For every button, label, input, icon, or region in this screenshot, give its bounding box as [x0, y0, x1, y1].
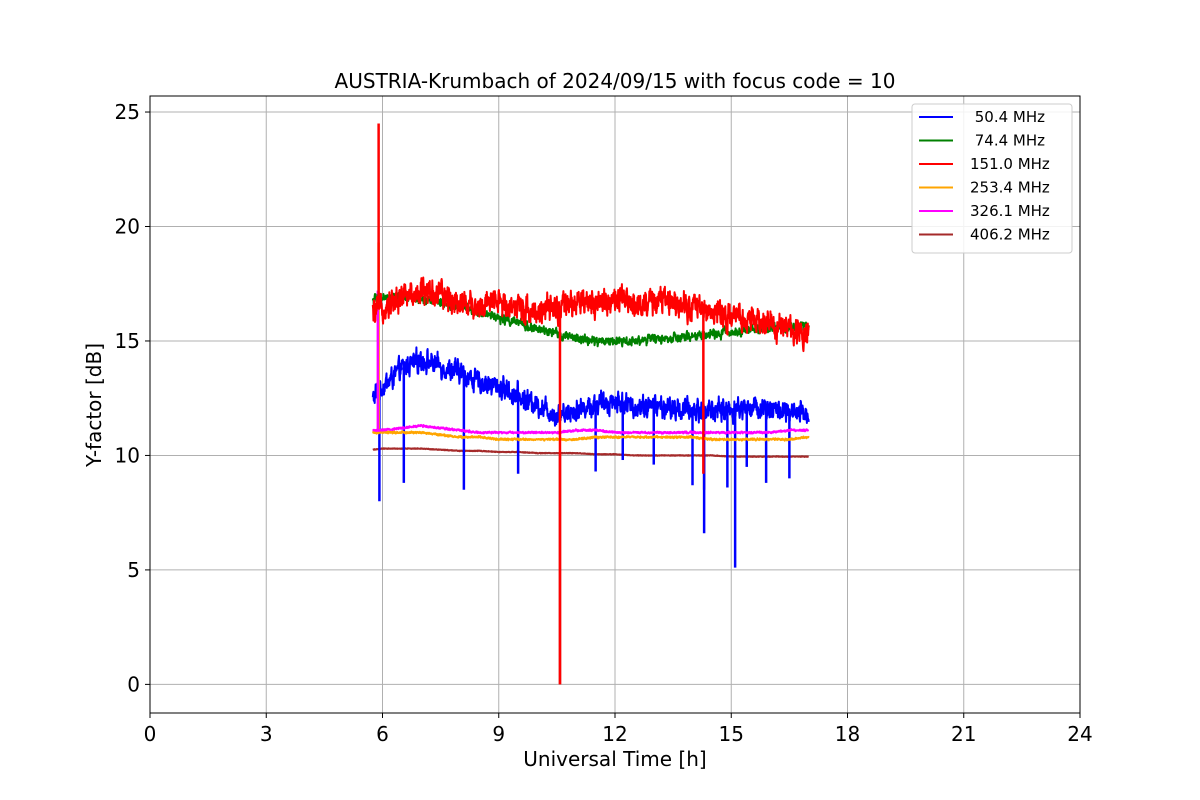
y-axis-label: Y-factor [dB] [82, 343, 106, 468]
legend-label: 253.4 MHz [970, 179, 1050, 197]
series-line [372, 430, 810, 442]
x-tick-label: 15 [719, 722, 744, 746]
series-layer [371, 123, 810, 685]
series-line [371, 276, 810, 353]
series-line [371, 346, 810, 427]
y-tick-label: 0 [127, 672, 140, 696]
legend-label: 151.0 MHz [970, 155, 1050, 173]
legend-label: 406.2 MHz [970, 226, 1050, 244]
x-tick-label: 18 [835, 722, 860, 746]
y-tick-label: 20 [115, 214, 140, 238]
legend-label: 326.1 MHz [970, 202, 1050, 220]
y-tick-label: 25 [115, 100, 140, 124]
series-line [372, 423, 810, 435]
x-tick-label: 0 [144, 722, 157, 746]
chart-title: AUSTRIA-Krumbach of 2024/09/15 with focu… [335, 69, 896, 93]
y-tick-label: 10 [115, 443, 140, 467]
x-tick-label: 6 [376, 722, 389, 746]
y-tick-label: 5 [127, 558, 140, 582]
y-tick-label: 15 [115, 329, 140, 353]
x-tick-label: 12 [602, 722, 627, 746]
x-axis: 0 3 6 9 12 15 18 21 24 [144, 713, 1093, 746]
legend: 50.4 MHz 74.4 MHz 151.0 MHz 253.4 MHz 326.1… [911, 103, 1073, 254]
x-axis-label: Universal Time [h] [523, 747, 706, 771]
x-tick-label: 3 [260, 722, 273, 746]
legend-label: 74.4 MHz [970, 132, 1045, 150]
legend-label: 50.4 MHz [970, 108, 1045, 126]
x-tick-label: 24 [1067, 722, 1092, 746]
y-axis: 0 5 10 15 20 25 [115, 100, 150, 696]
x-tick-label: 21 [951, 722, 976, 746]
x-tick-label: 9 [492, 722, 505, 746]
